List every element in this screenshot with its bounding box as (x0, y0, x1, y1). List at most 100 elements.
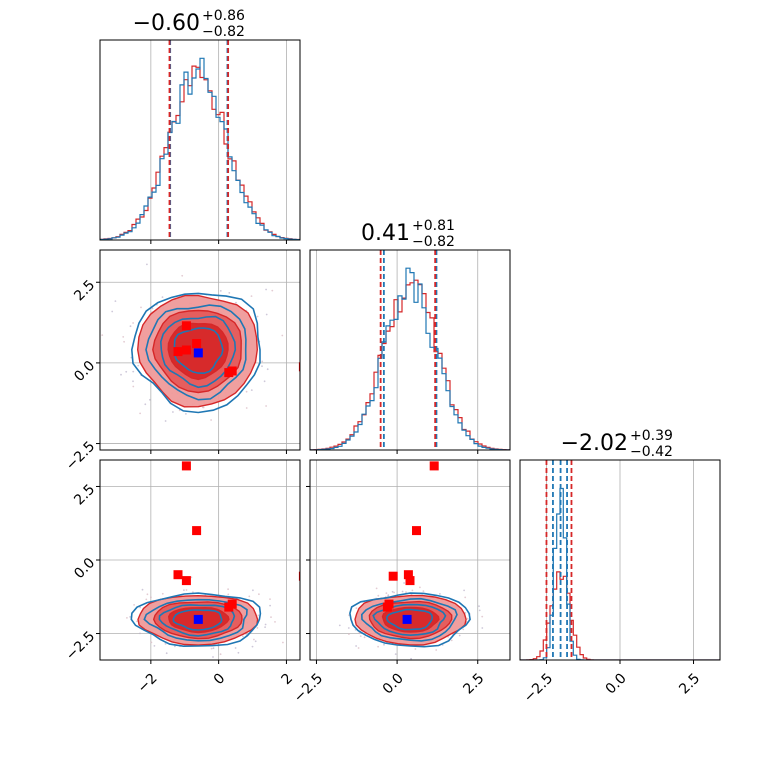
scatter-point (478, 605, 480, 608)
title-param-2: 0.41 +0.81 −0.82 (361, 218, 455, 250)
scatter-point (165, 652, 168, 655)
scatter-point (363, 636, 366, 639)
scatter-point (129, 616, 132, 618)
y-tick-label: −2.5 (63, 439, 98, 474)
scatter-point (201, 406, 204, 409)
scatter-point (347, 627, 350, 629)
scatter-point (481, 627, 484, 629)
y-tick-label: −2.5 (63, 629, 98, 664)
x-tick-label: 0.0 (380, 670, 407, 697)
scatter-point (129, 325, 132, 328)
scatter-point (270, 616, 272, 618)
scatter-point (355, 645, 357, 647)
scatter-point (414, 648, 417, 650)
x-tick-label: 2.5 (676, 670, 703, 697)
title-param-1-lower: −0.82 (202, 24, 245, 40)
scatter-point (123, 340, 125, 343)
scatter-point (478, 609, 481, 612)
scatter-point (174, 645, 176, 648)
scatter-point (133, 604, 136, 606)
scatter-point (245, 407, 248, 409)
contour-level-blue (158, 604, 236, 637)
histogram-series-blue (520, 487, 720, 660)
scatter-point (264, 623, 267, 626)
x-tick-label: 2.5 (460, 670, 487, 697)
scatter-point (235, 301, 237, 304)
scatter-point (227, 588, 230, 591)
scatter-point (254, 640, 257, 643)
scatter-point (401, 590, 404, 593)
scatter-point (419, 586, 421, 589)
scatter-point (251, 645, 254, 648)
scatter-point (263, 380, 266, 383)
y-tick-label: 0.0 (71, 358, 98, 385)
scatter-point (261, 360, 264, 363)
scatter-point (252, 589, 254, 592)
scatter-point (435, 649, 438, 651)
scatter-point (164, 643, 167, 645)
truth-marker (193, 348, 203, 358)
scatter-point (149, 398, 151, 401)
scatter-point (359, 635, 362, 637)
scatter-point (256, 315, 259, 318)
contour-level-blue (143, 598, 248, 642)
outlier-marker (298, 362, 300, 372)
scatter-point (234, 647, 237, 649)
scatter-point (150, 641, 153, 644)
scatter-point (375, 587, 378, 590)
panel-hist-param-2 (309, 249, 511, 451)
contour-level-blue (172, 609, 223, 631)
scatter-point (463, 589, 465, 592)
outlier-marker (224, 602, 234, 612)
outlier-marker (173, 570, 183, 580)
scatter-point (348, 633, 350, 635)
scatter-point (393, 591, 395, 594)
contour-level-blue (349, 592, 471, 648)
histogram-series-blue (100, 57, 300, 240)
contour-level-blue (159, 315, 237, 389)
scatter-point (405, 591, 407, 594)
scatter-point (210, 419, 213, 421)
scatter-point (269, 604, 271, 607)
title-param-3: −2.02 +0.39 −0.42 (561, 428, 673, 460)
title-param-3-median: −2.02 (561, 431, 628, 456)
scatter-point (250, 389, 253, 391)
scatter-point (274, 621, 276, 623)
outlier-marker (298, 571, 300, 581)
panel-2d-param-1-vs-param-3 (99, 459, 301, 661)
scatter-point (125, 370, 128, 373)
scatter-point (151, 307, 154, 310)
scatter-point (391, 590, 394, 593)
x-tick-label: −2.5 (291, 670, 326, 705)
title-param-2-lower: −0.82 (412, 234, 455, 250)
contour-level-blue (360, 597, 458, 642)
outlier-marker (181, 576, 191, 586)
scatter-point (212, 656, 214, 658)
outlier-marker (224, 368, 234, 378)
x-tick-label: 0 (211, 670, 229, 688)
scatter-point (181, 274, 184, 277)
scatter-point (139, 412, 142, 415)
scatter-point (464, 596, 467, 599)
outlier-marker (388, 571, 398, 581)
scatter-point (185, 589, 188, 591)
scatter-point (161, 296, 164, 298)
scatter-point (338, 624, 341, 627)
outlier-marker (181, 461, 191, 471)
scatter-point (256, 627, 259, 629)
outlier-marker (181, 321, 191, 331)
scatter-point (410, 657, 412, 660)
outlier-marker (181, 345, 191, 355)
panel-hist-param-1 (99, 39, 301, 241)
contour-level-blue (372, 603, 447, 637)
truth-marker (402, 614, 412, 624)
scatter-point (394, 653, 397, 655)
outlier-marker (412, 526, 421, 536)
scatter-point (132, 370, 135, 373)
scatter-point (136, 620, 138, 623)
outlier-marker (405, 576, 415, 586)
scatter-point (377, 594, 380, 597)
y-tick-label: 0.0 (71, 555, 98, 582)
outlier-marker (173, 347, 183, 357)
